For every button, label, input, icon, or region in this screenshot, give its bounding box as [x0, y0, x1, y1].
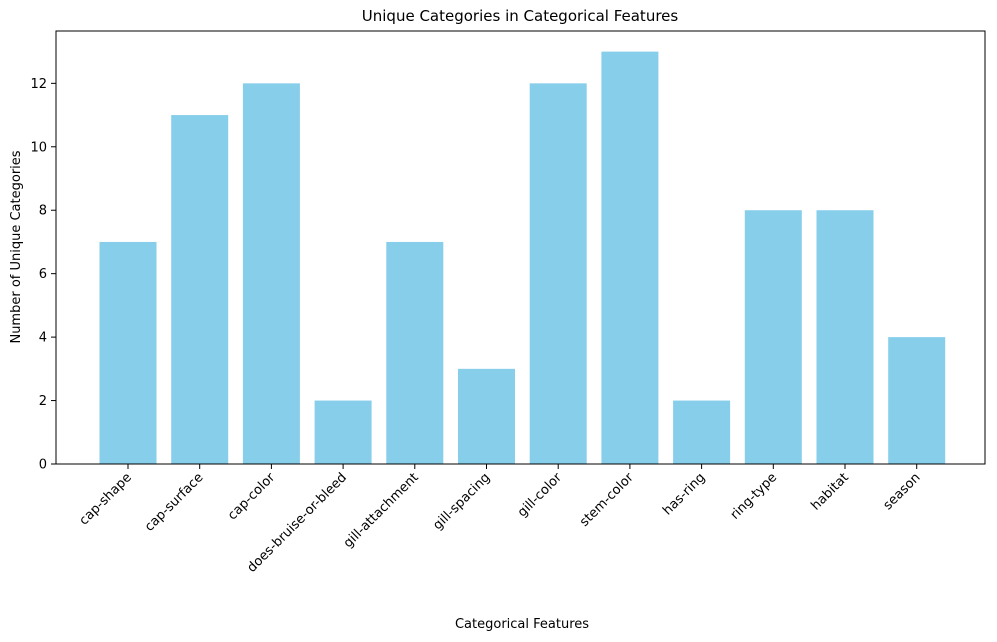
bar-habitat — [816, 210, 874, 464]
x-tick-label: cap-surface — [142, 470, 206, 534]
plot-frame — [55, 30, 986, 465]
bars-group — [99, 51, 946, 465]
x-tick-label: habitat — [809, 470, 852, 513]
y-tick-label: 8 — [39, 204, 47, 219]
bar-gill-color — [529, 83, 587, 464]
bar-has-ring — [673, 400, 731, 464]
x-axis-ticks: cap-shape cap-surface cap-colordoes-bruise… — [77, 464, 924, 576]
x-tick-label: stem-color — [577, 470, 637, 530]
bar-cap-color — [242, 83, 300, 464]
bar-gill-attachment — [386, 241, 444, 464]
x-tick-label: cap-color — [225, 470, 279, 524]
x-tick-label: season — [881, 470, 924, 513]
x-tick-label: gill-color — [515, 470, 566, 521]
x-axis-label: Categorical Features — [455, 617, 589, 632]
chart-title: Unique Categories in Categorical Feature… — [362, 7, 679, 25]
y-tick-label: 2 — [39, 394, 47, 409]
bar-stem-color — [601, 51, 659, 464]
bar-ring-type — [744, 210, 802, 464]
bar-gill-spacing — [458, 368, 515, 464]
x-tick-label: cap-shape — [77, 470, 135, 528]
y-tick-label: 10 — [30, 140, 47, 155]
x-tick-label: has-ring — [660, 470, 708, 518]
y-axis-label: Number of Unique Categories — [9, 150, 24, 343]
y-tick-label: 12 — [30, 77, 47, 92]
bar-season — [888, 337, 946, 464]
bar-does-bruise-or-bleed — [314, 400, 372, 464]
x-tick-label: ring-type — [728, 470, 780, 522]
bar-cap-shape — [99, 241, 157, 464]
bar-cap-surface — [171, 115, 229, 465]
y-axis-ticks: 0 2 4 6 8 10 12 — [30, 77, 56, 473]
y-tick-label: 4 — [39, 331, 47, 346]
y-tick-label: 6 — [39, 267, 47, 282]
x-tick-label: gill-attachment — [341, 470, 422, 551]
y-tick-label: 0 — [39, 458, 47, 473]
x-tick-label: gill-spacing — [430, 470, 493, 533]
